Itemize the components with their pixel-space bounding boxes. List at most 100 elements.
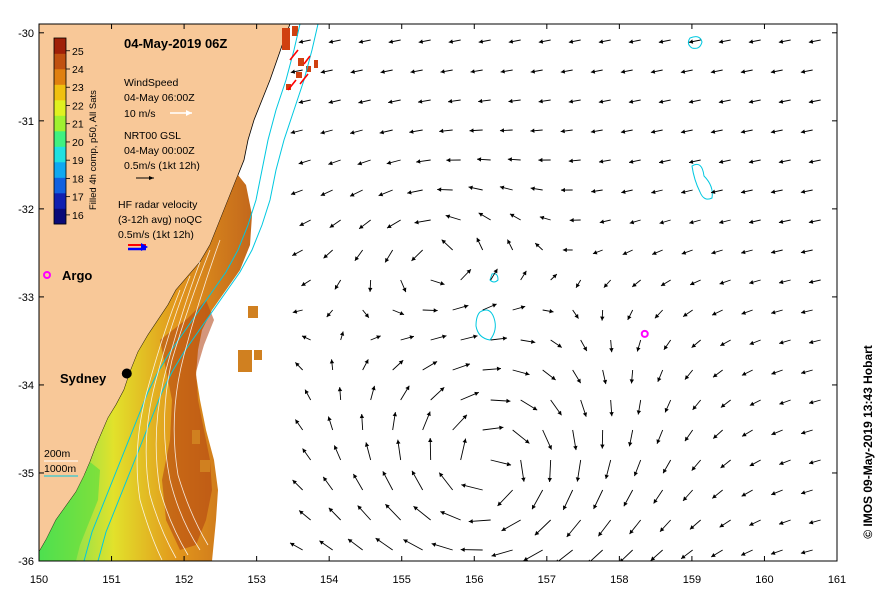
current-vector-head [711, 553, 716, 557]
current-vector-head [301, 281, 306, 286]
credit-text: © IMOS 09-May-2019 13:43 Hobart [861, 345, 875, 539]
current-vector-head [523, 556, 529, 561]
current-vector-head [740, 189, 746, 194]
current-vector-head [741, 371, 747, 376]
current-vector-head [590, 69, 596, 74]
current-vector-head [778, 39, 784, 44]
current-vector-head [441, 239, 447, 245]
current-vector-head [428, 438, 433, 443]
current-vector-head [416, 159, 421, 164]
current-vector-head [720, 403, 726, 408]
current-vector-head [354, 256, 359, 261]
current-vector-head [633, 471, 638, 477]
current-vector-head [808, 39, 814, 44]
current-vector-head [718, 99, 724, 104]
current-vector-head [399, 311, 405, 316]
current-vector-head [741, 310, 746, 315]
current-vector-head [409, 129, 414, 134]
current-vector-head [552, 274, 557, 279]
current-vector-head [478, 98, 483, 104]
current-vector-head [460, 547, 465, 552]
current-vector-head [507, 157, 512, 162]
current-vector-head [710, 69, 716, 74]
current-vector-head [440, 281, 445, 286]
hf-detail: (3-12h avg) noQC [118, 214, 202, 226]
current-vector-head [359, 224, 364, 229]
current-vector-head [358, 39, 364, 44]
current-vector-head [339, 331, 345, 336]
current-vector-head [801, 490, 806, 495]
current-vector-head [493, 268, 498, 274]
current-vector-head [477, 157, 482, 162]
colorbar-cell [54, 69, 66, 85]
sst-patches-offshore [192, 306, 262, 472]
x-tick-label: 153 [247, 574, 265, 586]
x-tick-label: 159 [683, 574, 701, 586]
current-vector-head [557, 343, 562, 348]
current-vector-head [779, 520, 784, 525]
current-vector-head [657, 377, 662, 382]
current-vector-head [534, 530, 540, 536]
current-vectors [289, 39, 821, 561]
current-vector-head [688, 99, 694, 104]
current-vector-head [636, 410, 642, 415]
current-vector-head [530, 339, 536, 344]
colorbar: 25 24 23 22 21 20 19 18 17 16 Filled 4h comp, p50… [53, 37, 99, 225]
current-vector-head [298, 160, 304, 165]
current-vector-head [801, 370, 806, 375]
current-vector-head [568, 99, 574, 104]
current-vector-head [413, 506, 418, 511]
current-vector-head [562, 247, 567, 253]
argo-label: Argo [62, 268, 92, 283]
y-tick-label: -31 [18, 116, 34, 128]
current-vector-head [299, 221, 305, 226]
current-vector-head [290, 69, 296, 74]
current-vector-head [770, 249, 776, 254]
current-vector-head [628, 99, 634, 104]
current-vector-head [600, 316, 605, 321]
current-vector-head [560, 69, 566, 74]
current-vector-head [689, 219, 694, 225]
isobath-seamount-2 [691, 163, 713, 200]
current-vector-head [469, 128, 474, 133]
y-tick-label: -35 [18, 468, 34, 480]
current-vector-head [501, 526, 507, 531]
current-vector-head [659, 220, 664, 225]
current-vector-head [680, 129, 686, 134]
current-vector-head [801, 430, 806, 435]
current-vector-head [535, 243, 540, 248]
current-vector-head [808, 219, 814, 224]
current-vector-head [375, 538, 381, 543]
current-vector-head [502, 336, 508, 341]
sst-cool-inshore [39, 462, 100, 561]
current-vector-head [713, 373, 718, 378]
sydney-label: Sydney [60, 371, 107, 386]
current-vector-head [448, 99, 453, 104]
colorbar-label: 17 [72, 192, 84, 204]
current-vector-head [302, 448, 307, 454]
current-vector-head [560, 128, 565, 134]
current-vector-head [353, 473, 358, 479]
current-vector-head [509, 213, 515, 218]
gsl-title: NRT00 GSL [124, 130, 181, 142]
current-vector-head [364, 313, 369, 318]
y-tick-label: -33 [18, 292, 34, 304]
colorbar-cell [54, 208, 66, 225]
wind-scale: 10 m/s [124, 108, 156, 120]
current-vector-head [405, 385, 410, 391]
current-vector-head [446, 157, 451, 163]
colorbar-label: 21 [72, 119, 84, 131]
current-vector-head [681, 554, 686, 559]
current-vector-head [582, 346, 587, 352]
current-vector-head [800, 249, 806, 254]
current-vector-head [468, 519, 473, 524]
colorbar-cell [54, 38, 66, 54]
current-vector-head [688, 159, 694, 164]
gsl-time: 04-May 00:00Z [124, 145, 195, 157]
current-vector-head [683, 496, 688, 501]
current-vector-head [500, 69, 505, 74]
current-vector-head [690, 281, 695, 286]
current-vector-head [440, 511, 445, 516]
current-vector-head [749, 340, 755, 345]
current-vector-head [376, 335, 381, 340]
